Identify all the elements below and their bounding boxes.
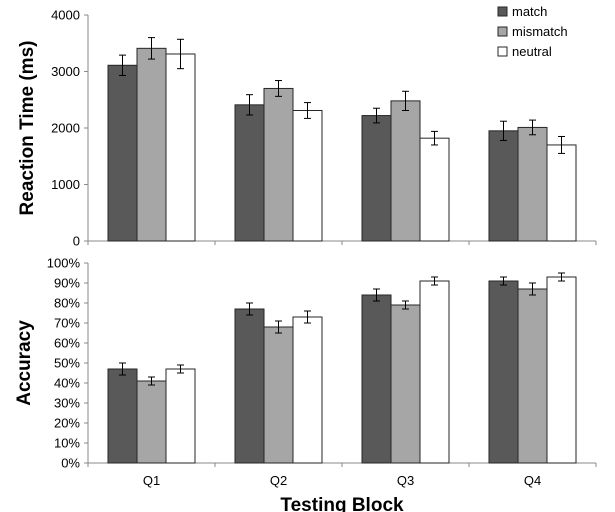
bar-match	[361, 294, 392, 464]
legend-swatch-match	[497, 6, 508, 17]
y-tick-label: 0%	[61, 456, 80, 471]
y-axis-title: Reaction Time (ms)	[17, 41, 38, 216]
bar-neutral	[165, 368, 196, 464]
bar-neutral	[292, 109, 323, 242]
x-tick-label: Q3	[397, 473, 414, 488]
bar-mismatch	[390, 304, 421, 464]
bar-match	[234, 104, 265, 242]
x-tick-label: Q1	[143, 473, 160, 488]
y-tick-label: 100%	[47, 256, 81, 271]
y-tick-label: 30%	[54, 396, 80, 411]
bar-neutral	[546, 276, 577, 464]
bar-mismatch	[263, 326, 294, 464]
legend-label-mismatch: mismatch	[512, 24, 568, 39]
y-tick-label: 10%	[54, 436, 80, 451]
bar-neutral	[546, 144, 577, 242]
y-tick-label: 3000	[51, 64, 80, 79]
bar-match	[488, 130, 519, 242]
y-tick-label: 1000	[51, 177, 80, 192]
bar-mismatch	[136, 47, 167, 242]
bar-match	[234, 308, 265, 464]
y-tick-label: 20%	[54, 416, 80, 431]
y-tick-label: 2000	[51, 121, 80, 136]
legend: match mismatch neutral	[497, 4, 568, 59]
legend-swatch-neutral	[497, 46, 508, 57]
bar-mismatch	[263, 87, 294, 242]
legend-swatch-mismatch	[497, 26, 508, 37]
bar-neutral	[419, 280, 450, 464]
x-axis-title: Testing Block	[280, 495, 404, 512]
bar-match	[107, 64, 138, 242]
bar-mismatch	[390, 100, 421, 242]
reaction-time-chart: 0 1000 2000 3000 4000 Reaction Time (ms)	[17, 8, 597, 249]
y-tick-label: 70%	[54, 316, 80, 331]
bar-neutral	[165, 53, 196, 242]
y-axis-title: Accuracy	[14, 320, 35, 406]
y-tick-label: 80%	[54, 296, 80, 311]
y-tick-label: 90%	[54, 276, 80, 291]
legend-label-match: match	[512, 4, 547, 19]
y-tick-label: 40%	[54, 376, 80, 391]
x-tick-label: Q4	[524, 473, 541, 488]
y-tick-label: 50%	[54, 356, 80, 371]
bar-match	[361, 115, 392, 242]
bar-mismatch	[136, 380, 167, 464]
legend-label-neutral: neutral	[512, 44, 552, 59]
bar-match	[488, 280, 519, 464]
y-tick-label: 60%	[54, 336, 80, 351]
accuracy-chart: 0% 10% 20% 30% 40% 50% 60% 70% 80% 90% 100% Q1 Q2 Q3 Q…	[14, 256, 597, 512]
bar-mismatch	[517, 126, 548, 242]
bar-match	[107, 368, 138, 464]
bar-neutral	[292, 316, 323, 464]
bar-mismatch	[517, 288, 548, 464]
x-tick-label: Q2	[270, 473, 287, 488]
y-tick-label: 0	[73, 234, 80, 249]
y-tick-label: 4000	[51, 8, 80, 23]
bar-neutral	[419, 137, 450, 242]
